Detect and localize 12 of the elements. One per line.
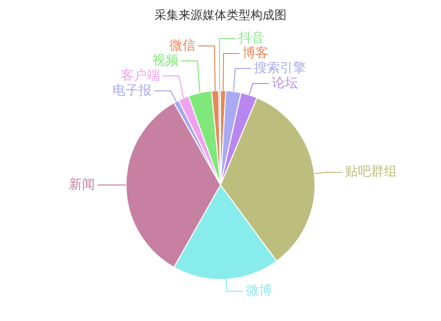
slice-label: 新闻 bbox=[69, 177, 95, 192]
slice-label: 电子报 bbox=[112, 83, 152, 98]
slice-label: 贴吧群组 bbox=[345, 164, 398, 180]
slice-label: 微博 bbox=[246, 284, 272, 299]
slice-label: 抖音 bbox=[237, 30, 264, 46]
chart-title: 采集来源媒体类型构成图 bbox=[154, 8, 286, 22]
slice-label: 博客 bbox=[242, 44, 269, 61]
slice-label: 客户端 bbox=[120, 67, 160, 84]
slice-label: 微信 bbox=[169, 38, 196, 54]
slice-label: 视频 bbox=[152, 53, 178, 68]
slice-label: 论坛 bbox=[272, 76, 298, 91]
slice-label: 搜索引擎 bbox=[254, 60, 306, 76]
